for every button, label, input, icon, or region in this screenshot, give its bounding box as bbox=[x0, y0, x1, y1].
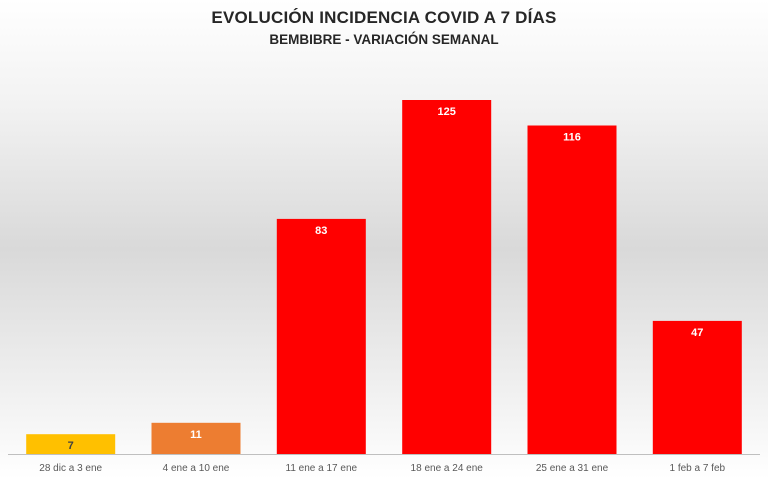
x-tick-label-4: 18 ene a 24 ene bbox=[411, 463, 484, 474]
data-label-5: 116 bbox=[563, 132, 581, 144]
bar-5 bbox=[527, 125, 617, 454]
data-label-1: 7 bbox=[68, 440, 74, 452]
x-tick-label-3: 11 ene a 17 ene bbox=[286, 463, 358, 474]
bar-2 bbox=[151, 422, 241, 454]
chart-title: EVOLUCIÓN INCIDENCIA COVID A 7 DÍAS bbox=[211, 8, 557, 27]
x-tick-label-1: 28 dic a 3 ene bbox=[39, 463, 102, 474]
x-tick-label-6: 1 feb a 7 feb bbox=[669, 463, 725, 474]
x-tick-label-2: 4 ene a 10 ene bbox=[163, 463, 230, 474]
bar-1 bbox=[26, 434, 116, 454]
bar-6 bbox=[652, 320, 742, 454]
data-label-3: 83 bbox=[315, 225, 327, 237]
bar-3 bbox=[276, 218, 366, 454]
x-tick-label-5: 25 ene a 31 ene bbox=[536, 463, 609, 474]
data-label-6: 47 bbox=[691, 327, 703, 339]
data-label-2: 11 bbox=[190, 429, 202, 441]
bar-4 bbox=[402, 100, 492, 454]
data-label-4: 125 bbox=[438, 106, 456, 118]
chart-subtitle: BEMBIBRE - VARIACIÓN SEMANAL bbox=[269, 32, 499, 47]
